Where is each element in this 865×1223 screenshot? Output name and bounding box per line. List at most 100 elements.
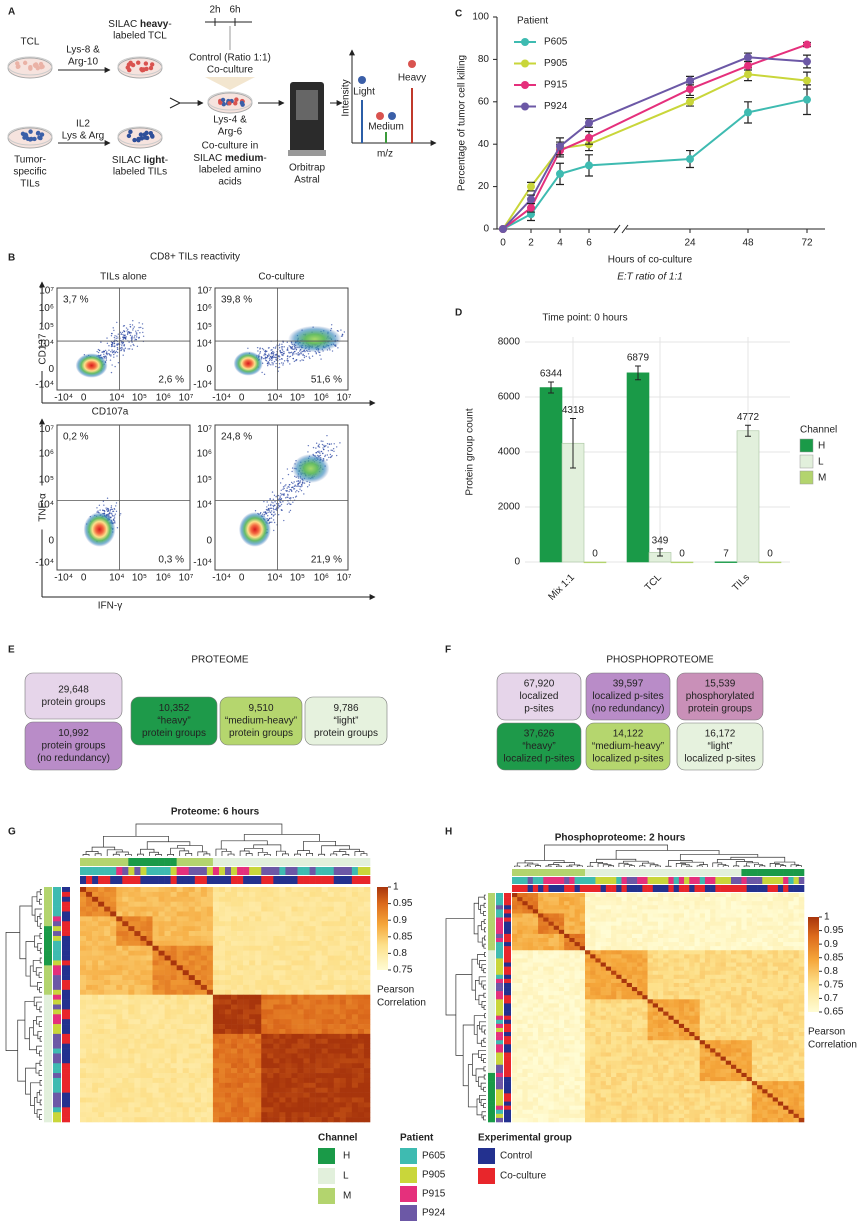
heatmap-cell (134, 1004, 141, 1010)
heatmap-cell (291, 891, 298, 898)
heatmap-cell (327, 1014, 335, 1020)
heatmap-cell (164, 955, 171, 961)
heatmap-cell (333, 1058, 341, 1064)
heatmap-cell (104, 931, 111, 937)
annotation-cell (44, 1014, 52, 1020)
heatmap-cell (327, 1004, 335, 1010)
annotation-cell (176, 858, 184, 866)
heatmap-cell (647, 929, 654, 935)
heatmap-cell (218, 980, 226, 986)
heatmap-cell (291, 1063, 298, 1069)
gate-percent: 0,2 % (63, 432, 89, 443)
heatmap-cell (140, 1073, 147, 1079)
panel-label: F (445, 645, 451, 656)
heatmap-cell (725, 893, 732, 898)
flow-event (333, 443, 335, 445)
heatmap-cell (522, 897, 528, 902)
flow-event (329, 453, 332, 456)
heatmap-cell (564, 925, 570, 931)
heatmap-cell (249, 1058, 256, 1064)
flow-event (272, 502, 274, 504)
flow-event (110, 344, 113, 346)
heatmap-cell (110, 935, 117, 942)
heatmap-cell (194, 950, 202, 956)
heatmap-cell (605, 925, 612, 931)
heatmap-cell (140, 931, 147, 937)
heatmap-cell (116, 1024, 123, 1030)
annotation-cell (110, 867, 117, 875)
heatmap-cell (110, 945, 117, 951)
label: IL2 (76, 119, 90, 130)
heatmap-cell (637, 925, 643, 931)
heatmap-cell (303, 1107, 310, 1113)
heatmap-cell (164, 960, 171, 966)
annotation-cell (279, 867, 286, 875)
heatmap-cell (170, 965, 177, 971)
heatmap-cell (243, 999, 250, 1005)
heatmap-cell (231, 940, 238, 947)
heatmap-cell (255, 1087, 262, 1093)
heatmap-cell (134, 1068, 141, 1074)
heatmap-cell (98, 1028, 105, 1035)
annotation-cell (104, 876, 111, 884)
annotation-cell (53, 999, 61, 1005)
heatmap-cell (309, 1087, 316, 1093)
heatmap-cell (548, 921, 555, 927)
heatmap-cell (363, 1073, 371, 1079)
heatmap-cell (357, 911, 365, 917)
heatmap-cell (255, 887, 262, 893)
annotation-cell (62, 965, 70, 971)
annotation-cell (267, 867, 274, 875)
flow-event (247, 347, 249, 349)
heatmap-cell (767, 905, 774, 910)
heatmap-cell (243, 1092, 250, 1098)
flow-event (273, 508, 275, 511)
heatmap-cell (212, 906, 220, 912)
heatmap-cell (363, 955, 371, 961)
annotation-cell (170, 858, 177, 866)
heatmap-cell (158, 911, 165, 917)
heatmap-cell (777, 909, 784, 914)
heatmap-cell (164, 970, 171, 976)
flow-event (319, 351, 321, 354)
heatmap-cell (231, 926, 238, 932)
heatmap-cell (569, 929, 575, 935)
heatmap-cell (194, 1117, 202, 1123)
heatmap-cell (200, 984, 208, 991)
annotation-cell (188, 858, 196, 866)
heatmap-cell (158, 935, 165, 942)
heatmap-cell (194, 1092, 202, 1098)
heatmap-cell (206, 1053, 214, 1059)
heatmap-cell (720, 897, 727, 902)
heatmap-cell (345, 965, 353, 971)
flow-event (320, 440, 322, 442)
heatmap-cell (146, 1087, 153, 1093)
heatmap-cell (80, 960, 87, 966)
heatmap-cell (134, 1043, 141, 1049)
flow-event (272, 352, 275, 355)
heatmap-cell (626, 925, 633, 931)
heatmap-cell (261, 1082, 268, 1089)
heatmap-cell (339, 887, 347, 893)
heatmap-cell (237, 1038, 244, 1044)
heatmap-cell (363, 980, 371, 986)
heatmap-cell (751, 905, 758, 910)
annotation-cell (62, 1087, 70, 1093)
heatmap-cell (140, 921, 147, 927)
heatmap-cell (564, 905, 570, 910)
heatmap-cell (333, 1117, 341, 1123)
heatmap-cell (273, 1082, 280, 1089)
heatmap-cell (170, 940, 177, 947)
heatmap-cell (158, 1097, 165, 1103)
heatmap-cell (218, 994, 226, 1000)
flow-tick-label: 10⁷ (179, 393, 194, 404)
heatmap-cell (720, 929, 727, 935)
heatmap-cell (327, 1048, 335, 1054)
flow-event (280, 489, 282, 491)
heatmap-cell (327, 1038, 335, 1044)
heatmap-cell (261, 1058, 268, 1064)
flow-event (309, 357, 311, 360)
flow-event (318, 450, 320, 452)
flow-event (271, 521, 273, 523)
heatmap-cell (652, 905, 659, 910)
